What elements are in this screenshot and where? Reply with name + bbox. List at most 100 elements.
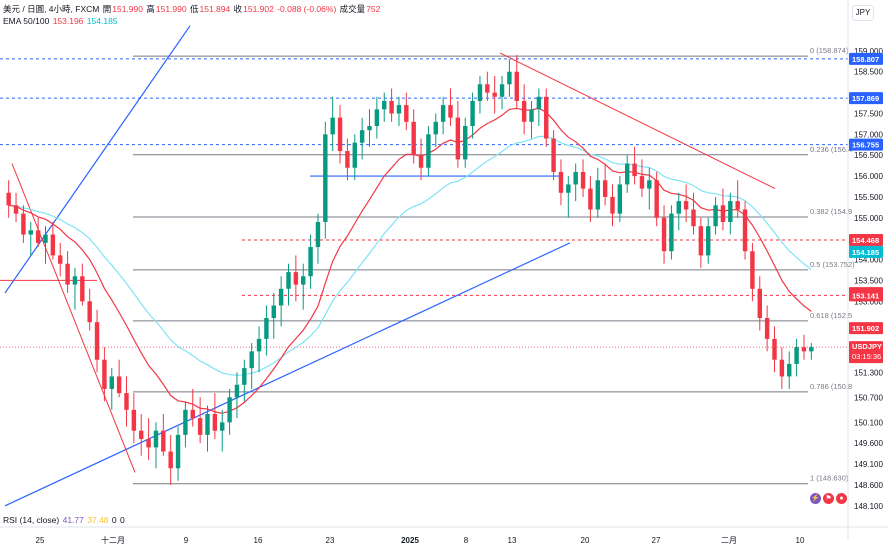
price-tick-label: 150.100 [854,418,883,427]
upper-trend-line [4,25,191,294]
candle-body [87,301,92,323]
candle-body [595,180,600,210]
currency-button[interactable]: JPY [852,5,874,21]
candle-body [507,71,512,85]
candle-body [13,205,19,214]
horizontal-price-lines[interactable] [0,58,848,348]
candle-body [499,84,505,97]
candle-body [80,276,85,302]
time-tick-label: 13 [508,536,517,545]
candle-body [794,347,799,364]
price-tick-label: 148.100 [854,502,883,511]
price-tag-text: 156.755 [852,141,879,150]
candle-body [669,213,674,252]
volume-value: 752 [366,4,381,14]
price-tick-label: 149.600 [854,439,883,448]
candle-body [43,234,48,243]
symbol-tag-text: USDJPY [852,342,882,351]
candle-body [676,201,681,214]
candle-body [94,322,100,360]
ema50-value: 153.196 [52,16,84,26]
price-tick-label: 148.600 [854,481,883,490]
candle-body [757,288,762,318]
candle-body [330,117,335,135]
ema-lines [8,107,812,414]
lightning-icon[interactable]: ⚡ [810,493,821,504]
ema50-line [8,107,812,414]
close-label: 收 [233,4,243,14]
candle-body [566,184,571,193]
candle-body [21,213,26,235]
candle-body [205,414,210,435]
candle-body [610,196,615,214]
symbol-price-tag [849,341,883,364]
price-tick-label: 150.700 [854,393,883,402]
candle-body [396,105,402,114]
rsi-zero-1: 0 [111,515,117,525]
candle-body [514,71,519,101]
candle-body [58,255,63,264]
candle-body [485,84,490,93]
close-value: 151.902 [243,4,274,14]
price-tick-label: 154.000 [854,256,883,265]
candle-body [389,100,394,114]
candle-body [227,397,232,423]
candle-body [698,226,704,256]
candle-body [374,109,380,126]
candle-body [278,288,284,306]
trend-lines[interactable] [4,25,776,507]
time-tick-label: 10 [796,536,805,545]
candle-body [352,142,357,168]
candle-body [293,272,299,285]
price-axis[interactable]: 159.000 158.500 157.500 157.000 156.500 156.0… [847,0,883,540]
candle-body [72,276,78,285]
candle-body [544,96,549,139]
time-axis[interactable]: 25 十二月 9 16 23 2025 8 13 20 27 二月 10 [0,526,888,545]
ema100-value: 154.185 [86,16,118,26]
candle-body [735,201,740,210]
candle-body [249,351,254,369]
candle-body [787,363,792,377]
price-tick-label: 155.500 [854,193,883,202]
candle-body [536,96,542,110]
fibonacci-retracement[interactable]: 0 (158.874) 0.236 (156.4 0.382 (154.9 0.5 (… [133,46,855,485]
event-icon[interactable]: ● [836,493,847,504]
candle-body [220,422,225,431]
candle-body [153,430,159,448]
price-tick-label: 155.000 [854,214,883,223]
price-tag [849,234,883,247]
time-tick-label: 16 [254,536,263,545]
price-tick-label: 157.000 [854,130,883,139]
candle-body [404,105,409,122]
flag-icon[interactable]: ⚑ [823,493,834,504]
time-tick-label: 23 [326,536,335,545]
candle-body [116,376,122,394]
open-value: 151.990 [112,4,143,14]
high-value: 151.990 [155,4,187,14]
candle-body [720,205,726,222]
candle-body [683,201,689,210]
ema-legend[interactable]: EMA 50/100 153.196 154.185 [3,16,119,26]
candle-body [124,393,129,410]
candle-body [109,376,114,389]
time-tick-label: 二月 [721,536,737,545]
price-tick-label: 159.000 [854,47,883,56]
price-tick-label: 153.000 [854,297,883,306]
high-label: 高 [146,4,155,14]
candle-body [301,276,306,285]
symbol-line[interactable]: 美元 / 日圓, 4小時, FXCM [3,4,100,14]
time-tick-label: 25 [36,536,45,545]
candle-body [558,171,564,193]
candle-body [308,247,313,277]
countdown-text: 03:15:36 [852,352,881,361]
candle-body [632,163,637,177]
candle-body [146,439,151,448]
rsi-legend[interactable]: RSI (14, close) 41.77 37.48 0 0 [3,515,126,525]
time-tick-label: 十二月 [101,535,125,545]
candle-body [161,430,166,452]
candle-body [197,418,203,435]
rsi-zero-2: 0 [120,515,125,525]
chart-icons: ⚡ ⚑ ● [810,492,849,504]
last-price-tag [849,322,883,335]
